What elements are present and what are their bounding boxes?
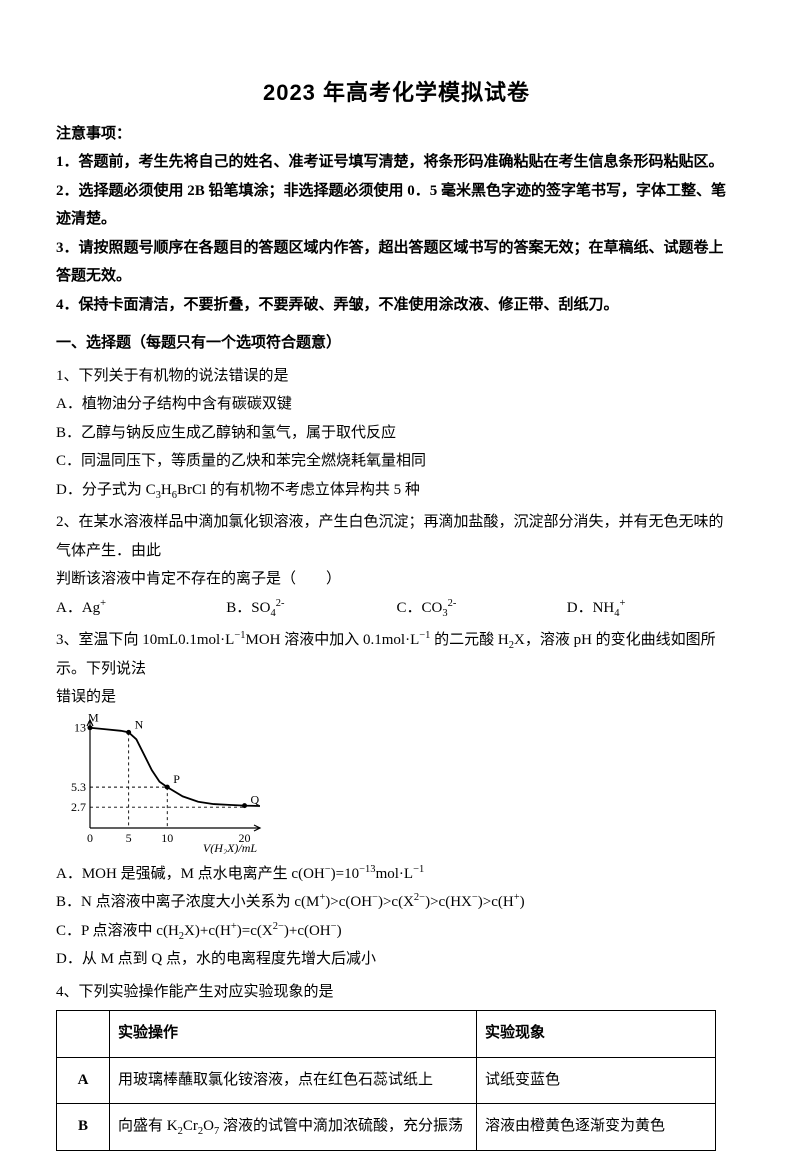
q3As2: −13 (359, 864, 375, 875)
q1-opt-a: A．植物油分子结构中含有碳碳双键 (56, 390, 737, 419)
q4-rowB-op: 向盛有 K2Cr2O7 溶液的试管中滴加浓硫酸，充分振荡 (110, 1104, 477, 1151)
svg-text:P: P (173, 772, 180, 786)
q3-chart: 2.75.313051020V(H₂X)/mLMNPQ (56, 714, 266, 854)
q3-opt-c: C．P 点溶液中 c(H2X)+c(H+)=c(X2−)+c(OH−) (56, 917, 737, 946)
q1-opt-d: D．分子式为 C3H6BrCl 的有机物不考虑立体异构共 5 种 (56, 476, 737, 505)
table-row: 实验操作 实验现象 (57, 1011, 716, 1058)
notice-2: 2．选择题必须使用 2B 铅笔填涂；非选择题必须使用 0．5 毫米黑色字迹的签字… (56, 177, 737, 234)
q3Bb: )>c(OH (325, 894, 372, 910)
q3-opt-a: A．MOH 是强碱，M 点水电离产生 c(OH−)=10−13mol·L−1 (56, 860, 737, 889)
q4Bop-d: 溶液的试管中滴加浓硫酸，充分振荡 (219, 1118, 463, 1134)
section-1-head: 一、选择题（每题只有一个选项符合题意） (56, 329, 737, 358)
table-row: A 用玻璃棒蘸取氯化铵溶液，点在红色石蕊试纸上 试纸变蓝色 (57, 1057, 716, 1104)
notice-3: 3．请按照题号顺序在各题目的答题区域内作答，超出答题区域书写的答案无效；在草稿纸… (56, 234, 737, 291)
q3Cb: X)+c(H (184, 923, 231, 939)
q2-opt-c: C．CO32- (397, 594, 567, 623)
q1-stem: 1、下列关于有机物的说法错误的是 (56, 362, 737, 391)
svg-text:N: N (135, 717, 144, 731)
q3-line1: 3、室温下向 10mL0.1mol·L−1MOH 溶液中加入 0.1mol·L−… (56, 626, 737, 683)
q3Bd: )>c(HX (425, 894, 472, 910)
svg-text:2.7: 2.7 (71, 800, 86, 814)
page-title: 2023 年高考化学模拟试卷 (56, 72, 737, 114)
svg-text:5: 5 (126, 831, 132, 845)
q3Ce: ) (337, 923, 342, 939)
q3-opt-b: B．N 点溶液中离子浓度大小关系为 c(M+)>c(OH−)>c(X2−)>c(… (56, 888, 737, 917)
q1d-pre: D．分子式为 C (56, 482, 156, 498)
q4Bop-b: Cr (183, 1118, 198, 1134)
q3l1s2: −1 (419, 630, 430, 641)
q3Cs2: 2− (273, 921, 284, 932)
notice-4: 4．保持卡面清洁，不要折叠，不要弄破、弄皱，不准使用涂改液、修正带、刮纸刀。 (56, 291, 737, 320)
q1-opt-c: C．同温同压下，等质量的乙炔和苯完全燃烧耗氧量相同 (56, 447, 737, 476)
q3l1a: 3、室温下向 10mL0.1mol·L (56, 632, 234, 648)
q3-line2: 错误的是 (56, 683, 737, 712)
q3-opt-d: D．从 M 点到 Q 点，水的电离程度先增大后减小 (56, 945, 737, 974)
q1d-post: BrCl 的有机物不考虑立体异构共 5 种 (177, 482, 420, 498)
q3Aa: A．MOH 是强碱，M 点水电离产生 c(OH (56, 866, 325, 882)
svg-text:10: 10 (161, 831, 173, 845)
q2c-sub: 3 (442, 608, 447, 619)
q3Ca: C．P 点溶液中 c(H (56, 923, 179, 939)
table-row: B 向盛有 K2Cr2O7 溶液的试管中滴加浓硫酸，充分振荡 溶液由橙黄色逐渐变… (57, 1104, 716, 1151)
q2b-t: B．SO (226, 600, 270, 616)
q3Ba: B．N 点溶液中离子浓度大小关系为 c(M (56, 894, 319, 910)
q2b-sub: 4 (270, 608, 275, 619)
q3Bs3: 2− (414, 892, 425, 903)
q2a-t: A．Ag (56, 600, 100, 616)
q3l1c: 的二元酸 H (430, 632, 508, 648)
q3l1b: MOH 溶液中加入 0.1mol·L (246, 632, 420, 648)
q2d-sup: + (620, 598, 626, 609)
q2-line1: 2、在某水溶液样品中滴加氯化钡溶液，产生白色沉淀；再滴加盐酸，沉淀部分消失，并有… (56, 508, 737, 565)
q3Cc: )=c(X (237, 923, 273, 939)
q3Be: )>c(H (478, 894, 514, 910)
q4-rowA-ph: 试纸变蓝色 (477, 1057, 716, 1104)
q4-rowA-op: 用玻璃棒蘸取氯化铵溶液，点在红色石蕊试纸上 (110, 1057, 477, 1104)
q3l1s1: −1 (234, 630, 245, 641)
notice-head: 注意事项： (56, 120, 737, 149)
q1-opt-b: B．乙醇与钠反应生成乙醇钠和氢气，属于取代反应 (56, 419, 737, 448)
q2-options: A．Ag+ B．SO42- C．CO32- D．NH4+ (56, 594, 737, 623)
svg-text:13: 13 (74, 721, 86, 735)
q3Ab: )=10 (331, 866, 359, 882)
q4-rowA-label: A (57, 1057, 110, 1104)
q2-opt-b: B．SO42- (226, 594, 396, 623)
svg-text:5.3: 5.3 (71, 780, 86, 794)
svg-text:M: M (88, 714, 99, 725)
q3Ac: mol·L (376, 866, 414, 882)
q4-head-blank (57, 1011, 110, 1058)
q4-rowB-label: B (57, 1104, 110, 1151)
q2d-t: D．NH (567, 600, 615, 616)
q2b-sup: 2- (276, 598, 285, 609)
q3Bf: ) (520, 894, 525, 910)
q2-opt-a: A．Ag+ (56, 594, 226, 623)
q4-head-ph: 实验现象 (477, 1011, 716, 1058)
q2d-sub: 4 (614, 608, 619, 619)
q4-table: 实验操作 实验现象 A 用玻璃棒蘸取氯化铵溶液，点在红色石蕊试纸上 试纸变蓝色 … (56, 1010, 716, 1151)
q2a-sup: + (100, 598, 106, 609)
q1d-mid: H (161, 482, 172, 498)
svg-text:Q: Q (251, 792, 260, 806)
q4-rowB-ph: 溶液由橙黄色逐渐变为黄色 (477, 1104, 716, 1151)
q3Bc: )>c(X (378, 894, 414, 910)
svg-text:V(H₂X)/mL: V(H₂X)/mL (203, 841, 257, 854)
q3-chart-svg: 2.75.313051020V(H₂X)/mLMNPQ (56, 714, 266, 854)
q4Bop-c: O (203, 1118, 214, 1134)
q3As3: −1 (413, 864, 424, 875)
q4Bop-a: 向盛有 K (118, 1118, 178, 1134)
q2-opt-d: D．NH4+ (567, 594, 737, 623)
q2c-t: C．CO (397, 600, 443, 616)
q2-line2: 判断该溶液中肯定不存在的离子是（ ） (56, 565, 737, 594)
svg-text:0: 0 (87, 831, 93, 845)
q2c-sup: 2- (448, 598, 457, 609)
notice-1: 1．答题前，考生先将自己的姓名、准考证号填写清楚，将条形码准确粘贴在考生信息条形… (56, 148, 737, 177)
q4-head-op: 实验操作 (110, 1011, 477, 1058)
q4-stem: 4、下列实验操作能产生对应实验现象的是 (56, 978, 737, 1007)
q3Cd: )+c(OH (284, 923, 331, 939)
